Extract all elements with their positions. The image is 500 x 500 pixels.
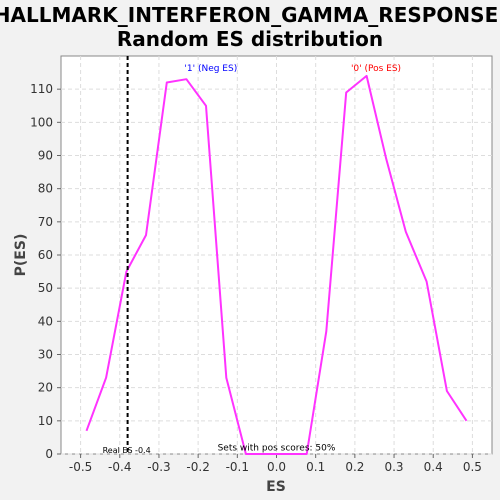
y-axis-label: P(ES) <box>13 234 29 277</box>
y-tick-label: 110 <box>30 82 53 96</box>
x-tick-label: 0.1 <box>306 460 325 474</box>
y-tick-label: 80 <box>38 182 53 196</box>
x-tick-label: 0.2 <box>345 460 364 474</box>
axes: 0 10 20 30 40 50 60 70 80 90 100 110 -0.5 -0.4 -0.3 -0.… <box>30 82 482 474</box>
x-axis-label: ES <box>266 479 286 495</box>
y-tick-label: 10 <box>38 414 53 428</box>
grid-lines <box>61 56 492 455</box>
x-tick-label: -0.2 <box>186 460 209 474</box>
annotation-text: '0' (Pos ES) <box>351 64 401 74</box>
x-tick-label: -0.5 <box>69 460 92 474</box>
x-tick-label: 0.5 <box>463 460 482 474</box>
annotation-text: '1' (Neg ES) <box>184 64 237 74</box>
chart-title-line2: Random ES distribution <box>117 27 383 51</box>
series-line <box>85 74 468 455</box>
y-tick-label: 50 <box>38 281 53 295</box>
series-layer <box>85 74 468 455</box>
x-tick-label: 0.3 <box>384 460 403 474</box>
y-tick-label: 60 <box>38 248 53 262</box>
annotation-text: Sets with pos scores: 50% <box>218 444 336 454</box>
y-tick-label: 40 <box>38 314 53 328</box>
y-tick-label: 0 <box>45 447 53 461</box>
y-tick-label: 100 <box>30 115 53 129</box>
x-tick-label: -0.3 <box>147 460 170 474</box>
y-tick-label: 70 <box>38 215 53 229</box>
real-es-label: Real ES -0.4 <box>103 446 151 455</box>
y-tick-label: 90 <box>38 149 53 163</box>
x-tick-label: 0.0 <box>267 460 286 474</box>
x-tick-label: 0.4 <box>424 460 443 474</box>
chart-title-line1: HALLMARK_INTERFERON_GAMMA_RESPONSE: <box>0 3 500 27</box>
annotations: Real ES -0.4 '1' (Neg ES) '0' (Pos ES) Sets… <box>103 56 401 455</box>
y-tick-label: 20 <box>38 381 53 395</box>
x-tick-label: -0.1 <box>226 460 249 474</box>
x-tick-label: -0.4 <box>108 460 131 474</box>
y-tick-label: 30 <box>38 348 53 362</box>
